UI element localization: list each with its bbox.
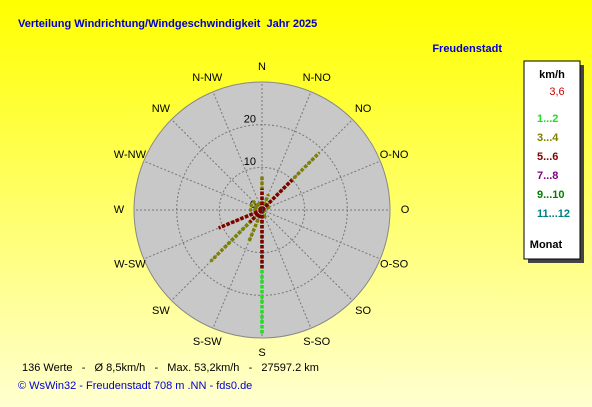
spoke	[261, 160, 381, 211]
wind-dots	[257, 205, 264, 212]
legend-entry: 9...10	[537, 189, 565, 201]
legend-entry: 11...12	[537, 208, 570, 220]
legend-note: 3,6	[549, 86, 564, 98]
chart-subtitle: Freudenstadt	[432, 43, 502, 55]
wind-dots	[260, 178, 294, 212]
legend-footer: Monat	[530, 239, 563, 251]
legend-box	[523, 60, 581, 260]
spoke	[261, 209, 381, 260]
credits: © WsWin32 - Freudenstadt 708 m .NN - fds…	[18, 380, 252, 392]
direction-label: S	[258, 347, 265, 359]
direction-label: S-SW	[193, 336, 222, 348]
direction-label: O-SO	[380, 259, 409, 271]
wind-dots	[261, 206, 267, 212]
legend-title: km/h	[539, 69, 565, 81]
wind-dots	[217, 208, 263, 230]
grid-ring	[218, 166, 306, 254]
spoke	[261, 209, 312, 329]
direction-label: NW	[152, 103, 171, 115]
chart-title: Verteilung Windrichtung/Windgeschwindigk…	[18, 18, 317, 30]
direction-label: S-SO	[303, 336, 330, 348]
spoke	[261, 209, 353, 301]
legend-entry: 3...4	[537, 132, 559, 144]
direction-label: W	[114, 204, 125, 216]
stats: 136 Werte - Ø 8,5km/h - Max. 53,2km/h - …	[22, 362, 319, 374]
legend-entry: 7...8	[537, 170, 558, 182]
direction-label: O-NO	[380, 149, 409, 161]
legend-entry: 1...2	[537, 113, 558, 125]
direction-label: N-NO	[303, 72, 332, 84]
direction-label: SO	[355, 305, 371, 317]
direction-label: SW	[152, 305, 170, 317]
r-tick-label: 10	[244, 156, 256, 168]
plot: 01020NN-NONOO-NOOO-SOSOS-SOSS-SWSWW-SWWW…	[114, 61, 410, 359]
spoke	[261, 91, 312, 211]
r-tick-label: 20	[244, 114, 256, 126]
direction-label: NO	[355, 103, 372, 115]
spoke	[171, 119, 263, 211]
spoke	[212, 91, 263, 211]
direction-label: N	[258, 61, 266, 73]
direction-label: N-NW	[192, 72, 223, 84]
direction-label: W-SW	[114, 259, 146, 271]
direction-label: O	[401, 204, 410, 216]
direction-label: W-NW	[114, 149, 147, 161]
legend-entry: 5...6	[537, 151, 558, 163]
spoke	[143, 160, 263, 211]
